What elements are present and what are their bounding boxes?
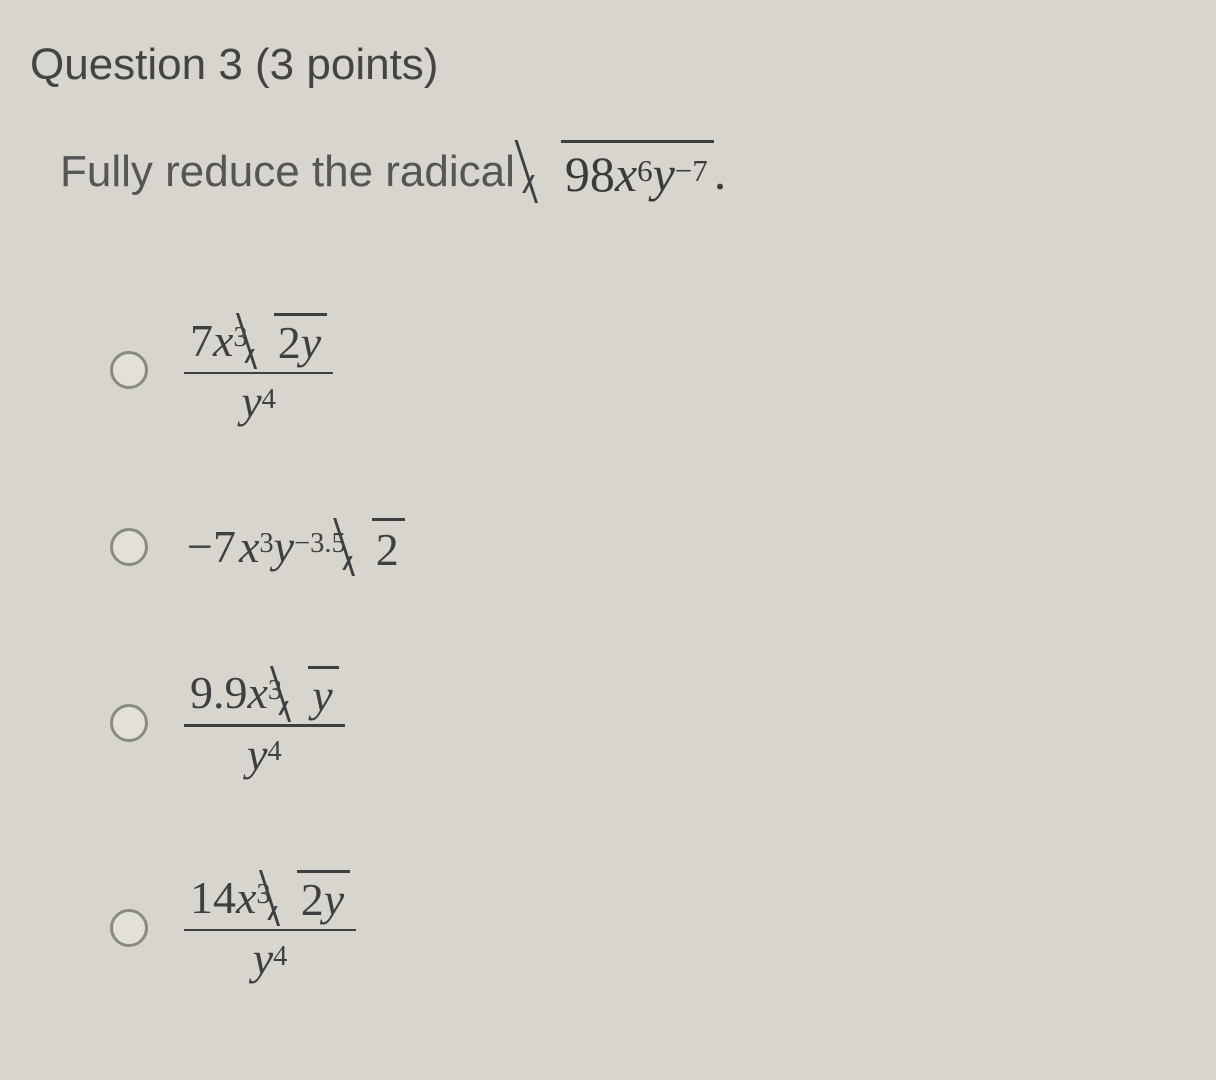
sqrt-icon: 2 xyxy=(346,518,405,576)
question-heading: Question 3 (3 points) xyxy=(30,40,1186,90)
radio-icon[interactable] xyxy=(110,909,148,947)
options-list: 7x3 2y y4 xyxy=(110,313,1186,985)
sqrt-icon: y xyxy=(282,666,338,722)
opt-a-num-coef: 7 xyxy=(190,316,213,367)
question-prompt: Fully reduce the radical 98x6y−7 . xyxy=(60,140,1186,203)
opt-d-num-coef: 14 xyxy=(190,873,236,924)
opt-c-num-coef: 9.9 xyxy=(190,668,248,719)
rad-x-exp: 6 xyxy=(637,153,653,189)
option-d-expression: 14x3 2y y4 xyxy=(184,870,356,985)
option-d[interactable]: 14x3 2y y4 xyxy=(110,870,1186,985)
opt-a-rad-coef: 2 xyxy=(278,318,301,369)
opt-b-x-exp: 3 xyxy=(259,528,273,560)
sqrt-icon: 2y xyxy=(248,313,327,369)
opt-a-den-var: y xyxy=(241,377,261,428)
option-c-expression: 9.9x3 y y4 xyxy=(184,666,345,781)
opt-d-rad-var: y xyxy=(324,875,344,926)
opt-c-den-var: y xyxy=(247,730,267,781)
opt-b-coef: −7 xyxy=(184,520,239,573)
opt-a-rad-var: y xyxy=(301,318,321,369)
option-b[interactable]: −7x3y−3.5 2 xyxy=(110,518,1186,576)
radio-icon[interactable] xyxy=(110,351,148,389)
option-b-expression: −7x3y−3.5 2 xyxy=(184,518,405,576)
radio-icon[interactable] xyxy=(110,704,148,742)
opt-b-rad-inner: 2 xyxy=(376,523,399,576)
option-c[interactable]: 9.9x3 y y4 xyxy=(110,666,1186,781)
radio-icon[interactable] xyxy=(110,528,148,566)
sqrt-icon: 98x6y−7 xyxy=(527,140,714,203)
option-a[interactable]: 7x3 2y y4 xyxy=(110,313,1186,428)
prompt-period: . xyxy=(714,143,727,201)
sqrt-icon: 2y xyxy=(271,870,350,926)
opt-c-rad-var: y xyxy=(312,671,332,722)
rad-y-exp: −7 xyxy=(675,153,708,189)
opt-d-den-var: y xyxy=(253,934,273,985)
rad-coef: 98 xyxy=(565,145,615,203)
opt-d-rad-coef: 2 xyxy=(301,875,324,926)
option-a-expression: 7x3 2y y4 xyxy=(184,313,333,428)
prompt-expression: 98x6y−7 . xyxy=(527,140,726,203)
prompt-text: Fully reduce the radical xyxy=(60,147,515,197)
